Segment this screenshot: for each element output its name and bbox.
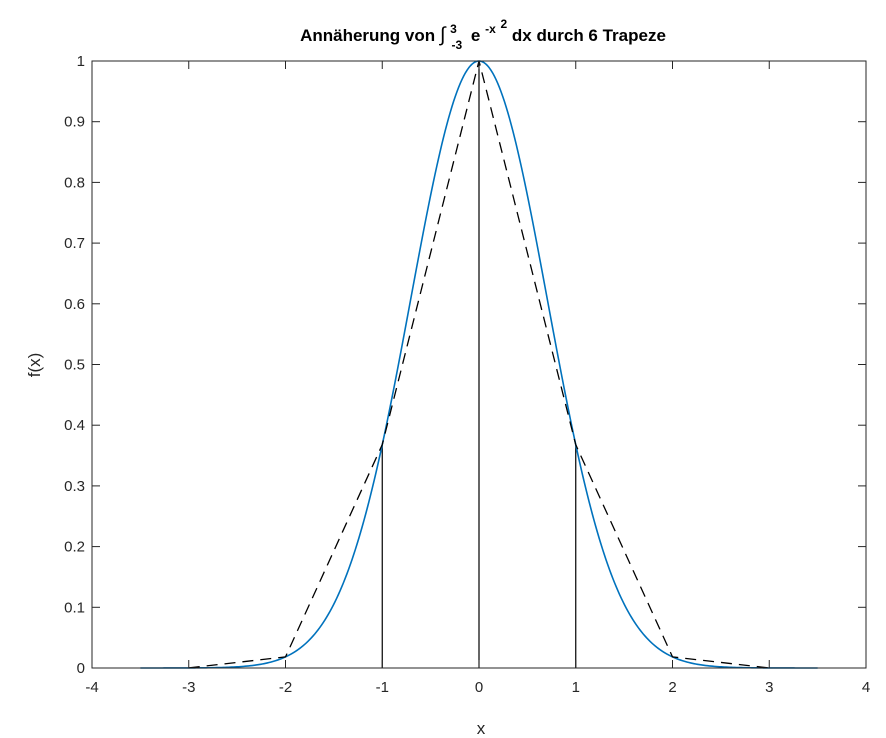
title-upper-limit: 3	[450, 22, 457, 36]
y-tick-label: 1	[77, 53, 85, 70]
y-axis-label: f(x)	[25, 353, 44, 378]
title-integrand-exponent-power: 2	[501, 17, 508, 31]
x-tick-label: 4	[862, 679, 870, 696]
x-tick-label: -2	[279, 679, 292, 696]
x-tick-label: 0	[475, 679, 483, 696]
x-axis: -4 -3 -2 -1 0 1 2 3 4	[85, 61, 870, 696]
title-integral-sign: ∫	[439, 24, 447, 46]
y-tick-label: 0.7	[64, 235, 85, 252]
y-tick-label: 0.5	[64, 357, 85, 374]
title-suffix: dx durch 6 Trapeze	[512, 26, 666, 45]
title-lower-limit: -3	[451, 38, 462, 52]
x-tick-label: 1	[572, 679, 580, 696]
y-tick-label: 0	[77, 660, 85, 677]
trapezoid-vertical-lines	[381, 61, 577, 668]
y-tick-label: 0.9	[64, 114, 85, 131]
title-prefix: Annäherung von	[300, 26, 440, 45]
y-tick-label: 0.4	[64, 417, 85, 434]
y-tick-label: 0.1	[64, 599, 85, 616]
y-tick-label: 0.2	[64, 539, 85, 556]
y-tick-label: 0.6	[64, 296, 85, 313]
x-tick-label: -1	[376, 679, 389, 696]
y-axis: 0 0.1 0.2 0.3 0.4 0.5 0.6 0.7 0.8 0.9 1	[64, 53, 866, 677]
x-axis-label: x	[477, 719, 486, 738]
title-integrand-base: e	[471, 26, 480, 45]
title-integrand-exponent: -x	[485, 22, 496, 36]
y-tick-label: 0.3	[64, 478, 85, 495]
x-tick-label: 3	[765, 679, 773, 696]
chart-title: Annäherung von ∫ 3 -3 e -x 2 dx durch 6 …	[300, 13, 666, 53]
x-tick-label: -4	[85, 679, 98, 696]
x-tick-label: -3	[182, 679, 195, 696]
x-tick-label: 2	[668, 679, 676, 696]
y-tick-label: 0.8	[64, 174, 85, 191]
